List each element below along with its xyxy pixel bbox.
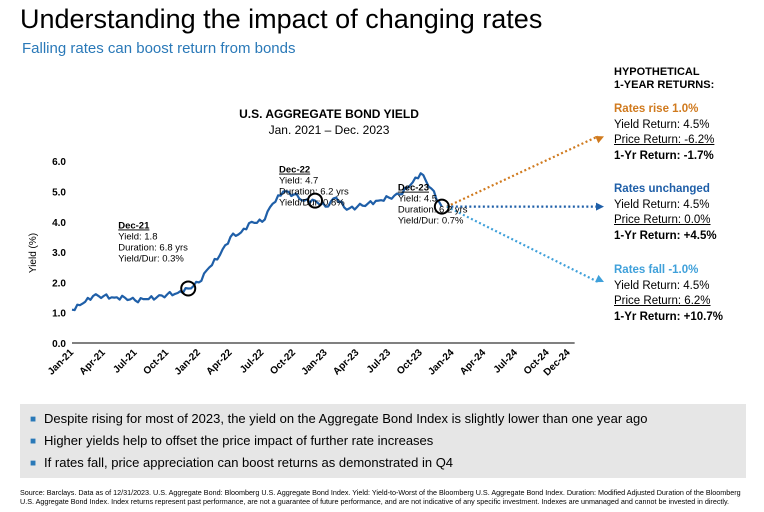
scenario-total-return: 1-Yr Return: +4.5% (614, 229, 717, 242)
x-tick-label: Apr-23 (331, 347, 361, 377)
y-tick-label: 0.0 (52, 339, 66, 350)
scenario-price-return: Price Return: -6.2% (614, 134, 715, 146)
annotation-line: Yield: 1.8 (118, 231, 157, 242)
key-points-box: ■ Despite rising for most of 2023, the yi… (20, 404, 746, 478)
annotation-line: Duration: 6.8 yrs (118, 242, 188, 253)
x-tick-label: Jan-24 (426, 347, 456, 377)
scenario-title: Rates rise 1.0% (614, 103, 699, 115)
annotation-line: Yield: 4.7 (279, 176, 318, 187)
annotation-line: Yield/Dur: 0.7% (398, 216, 464, 227)
x-tick-label: Jan-21 (46, 347, 76, 377)
y-tick-label: 2.0 (52, 278, 66, 289)
annotation-line: Yield/Dur: 0.3% (118, 253, 184, 264)
scenario-rates-unchanged: Rates unchanged Yield Return: 4.5% Price… (614, 182, 717, 244)
scenario-yield-return: Yield Return: 4.5% (614, 198, 710, 211)
chart-subtitle: Jan. 2021 – Dec. 2023 (269, 123, 390, 137)
source-footnote: Source: Barclays. Data as of 12/31/2023.… (20, 488, 741, 506)
annotation-line: Duration: 6.2 yrs (279, 187, 349, 198)
bullet-text: If rates fall, price appreciation can bo… (44, 455, 454, 470)
highlight-circle-marker (180, 280, 197, 297)
arrowhead-icon (595, 274, 604, 283)
scenario-yield-return: Yield Return: 4.5% (614, 118, 710, 131)
scenario-price-return: Price Return: 0.0% (614, 214, 711, 226)
scenario-total-return: 1-Yr Return: -1.7% (614, 149, 714, 162)
scenario-heading-line-2: 1-YEAR RETURNS: (614, 79, 715, 91)
x-tick-label: Jul-23 (365, 347, 394, 376)
x-tick-label: Jan-23 (300, 347, 330, 377)
arrowhead-icon (596, 202, 604, 211)
annotation-heading: Dec-23 (398, 183, 429, 194)
y-tick-label: 3.0 (52, 248, 66, 259)
x-tick-label: Apr-24 (458, 347, 488, 377)
x-tick-label: Jul-22 (238, 347, 267, 376)
annotation-line: Yield/Dur: 0.8% (279, 198, 345, 209)
bullet-square-icon: ■ (30, 414, 37, 425)
highlight-circle-marker (307, 192, 324, 209)
bond-yield-chart: U.S. AGGREGATE BOND YIELD Jan. 2021 – De… (28, 107, 604, 378)
x-tick-label: Jul-24 (492, 347, 521, 376)
x-tick-label: Jul-21 (111, 347, 140, 376)
annotation-line: Duration: 6.2 yrs (398, 205, 468, 216)
bullet-item: ■ Despite rising for most of 2023, the yi… (30, 408, 746, 430)
annotation-heading: Dec-21 (118, 220, 150, 231)
x-tick-label: Apr-21 (78, 347, 108, 377)
scenario-yield-return: Yield Return: 4.5% (614, 279, 710, 292)
y-tick-label: 1.0 (52, 309, 66, 320)
scenario-title: Rates fall -1.0% (614, 264, 699, 276)
x-tick-label: Apr-22 (204, 347, 234, 377)
y-tick-label: 4.0 (52, 218, 66, 229)
page-subtitle: Falling rates can boost return from bond… (22, 40, 296, 57)
y-tick-label: 5.0 (52, 188, 66, 199)
x-tick-label: Jan-22 (173, 347, 203, 377)
bullet-item: ■ Higher yields help to offset the price … (30, 430, 746, 452)
bullet-square-icon: ■ (30, 458, 37, 469)
bullet-text: Despite rising for most of 2023, the yie… (44, 411, 648, 426)
chart-title: U.S. AGGREGATE BOND YIELD (239, 107, 419, 121)
x-tick-label: Oct-22 (268, 347, 298, 377)
page-title: Understanding the impact of changing rat… (20, 4, 543, 34)
projection-line-rates-fall (446, 205, 599, 283)
annotation-line: Yield: 4.5 (398, 194, 437, 205)
y-axis-label: Yield (%) (28, 233, 39, 273)
bullet-text: Higher yields help to offset the price i… (44, 433, 434, 448)
scenario-heading-line-1: HYPOTHETICAL (614, 66, 700, 78)
y-tick-label: 6.0 (52, 157, 66, 168)
x-tick-label: Oct-23 (395, 347, 425, 377)
scenario-rates-fall: Rates fall -1.0% Yield Return: 4.5% Pric… (614, 263, 723, 325)
scenario-total-return: 1-Yr Return: +10.7% (614, 310, 723, 323)
highlight-circle-marker (433, 198, 450, 215)
scenario-rates-rise: Rates rise 1.0% Yield Return: 4.5% Price… (614, 102, 714, 164)
bullet-item: ■ If rates fall, price appreciation can b… (30, 452, 746, 474)
bullet-square-icon: ■ (30, 436, 37, 447)
scenario-heading: HYPOTHETICAL 1-YEAR RETURNS: (614, 66, 714, 92)
annotation-heading: Dec-22 (279, 165, 310, 176)
projection-line-rates-rise (446, 135, 599, 208)
scenario-title: Rates unchanged (614, 183, 710, 195)
x-tick-label: Oct-21 (141, 347, 171, 377)
scenario-price-return: Price Return: 6.2% (614, 295, 711, 307)
arrowhead-icon (595, 135, 604, 144)
series-line-yield (71, 172, 443, 312)
